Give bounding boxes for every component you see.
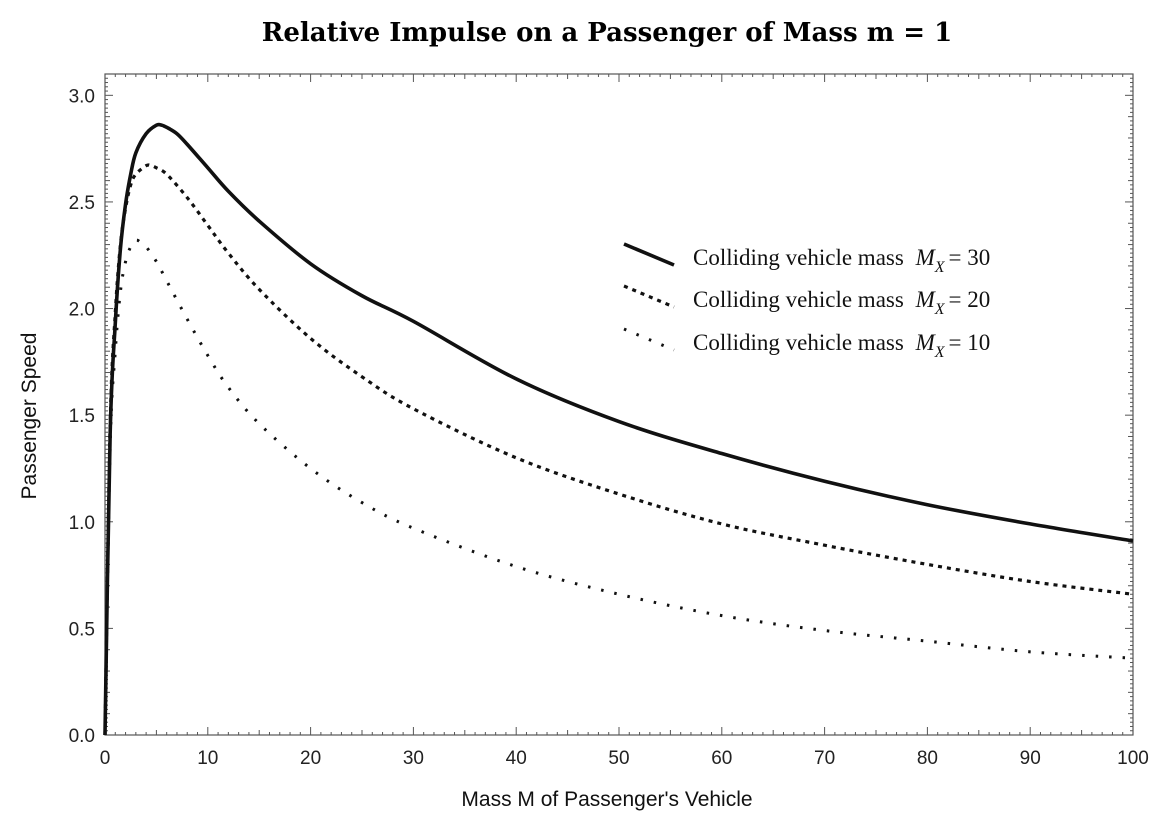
legend-label-0: Colliding vehicle mass MX = 30: [693, 245, 990, 276]
x-axis-tick-labels: 0 10 20 30 40 50 60 70 80 90 100: [100, 748, 1149, 769]
x-tick-label: 50: [608, 748, 629, 769]
y-axis-ticks: [105, 73, 1133, 736]
x-tick-label: 10: [197, 748, 218, 769]
y-tick-label: 2.0: [69, 300, 95, 321]
x-tick-label: 90: [1020, 748, 1041, 769]
series-layer: [103, 122, 1134, 736]
x-tick-label: 30: [403, 748, 424, 769]
x-axis-ticks: [104, 74, 1134, 735]
legend-label-1: Colliding vehicle mass MX = 20: [693, 287, 990, 318]
legend: Colliding vehicle mass MX = 30 Colliding v…: [623, 242, 990, 361]
legend-swatch-0: [623, 242, 675, 267]
x-tick-label: 20: [300, 748, 321, 769]
y-axis-label: Passenger Speed: [18, 333, 41, 500]
x-tick-label: 100: [1117, 748, 1149, 769]
y-tick-label: 0.5: [69, 619, 95, 640]
series-line-1: [103, 163, 1134, 736]
x-tick-label: 70: [814, 748, 835, 769]
x-tick-label: 60: [711, 748, 732, 769]
x-tick-label: 40: [506, 748, 527, 769]
y-tick-label: 0.0: [69, 726, 95, 747]
x-tick-label: 80: [917, 748, 938, 769]
y-tick-label: 1.0: [69, 513, 95, 534]
legend-swatch-1: [623, 284, 675, 309]
legend-label-2: Colliding vehicle mass MX = 10: [693, 330, 990, 361]
y-axis-tick-labels: 0.0 0.5 1.0 1.5 2.0 2.5 3.0: [69, 86, 95, 747]
y-tick-label: 1.5: [69, 406, 95, 427]
plot-frame: [104, 73, 1134, 736]
chart-title: Relative Impulse on a Passenger of Mass …: [262, 18, 952, 48]
x-tick-label: 0: [100, 748, 111, 769]
series-line-0: [103, 122, 1134, 736]
series-line-2: [103, 238, 1134, 736]
y-tick-label: 3.0: [69, 86, 95, 107]
y-tick-label: 2.5: [69, 193, 95, 214]
x-axis-label: Mass M of Passenger's Vehicle: [461, 788, 752, 811]
legend-swatch-2: [623, 327, 675, 352]
